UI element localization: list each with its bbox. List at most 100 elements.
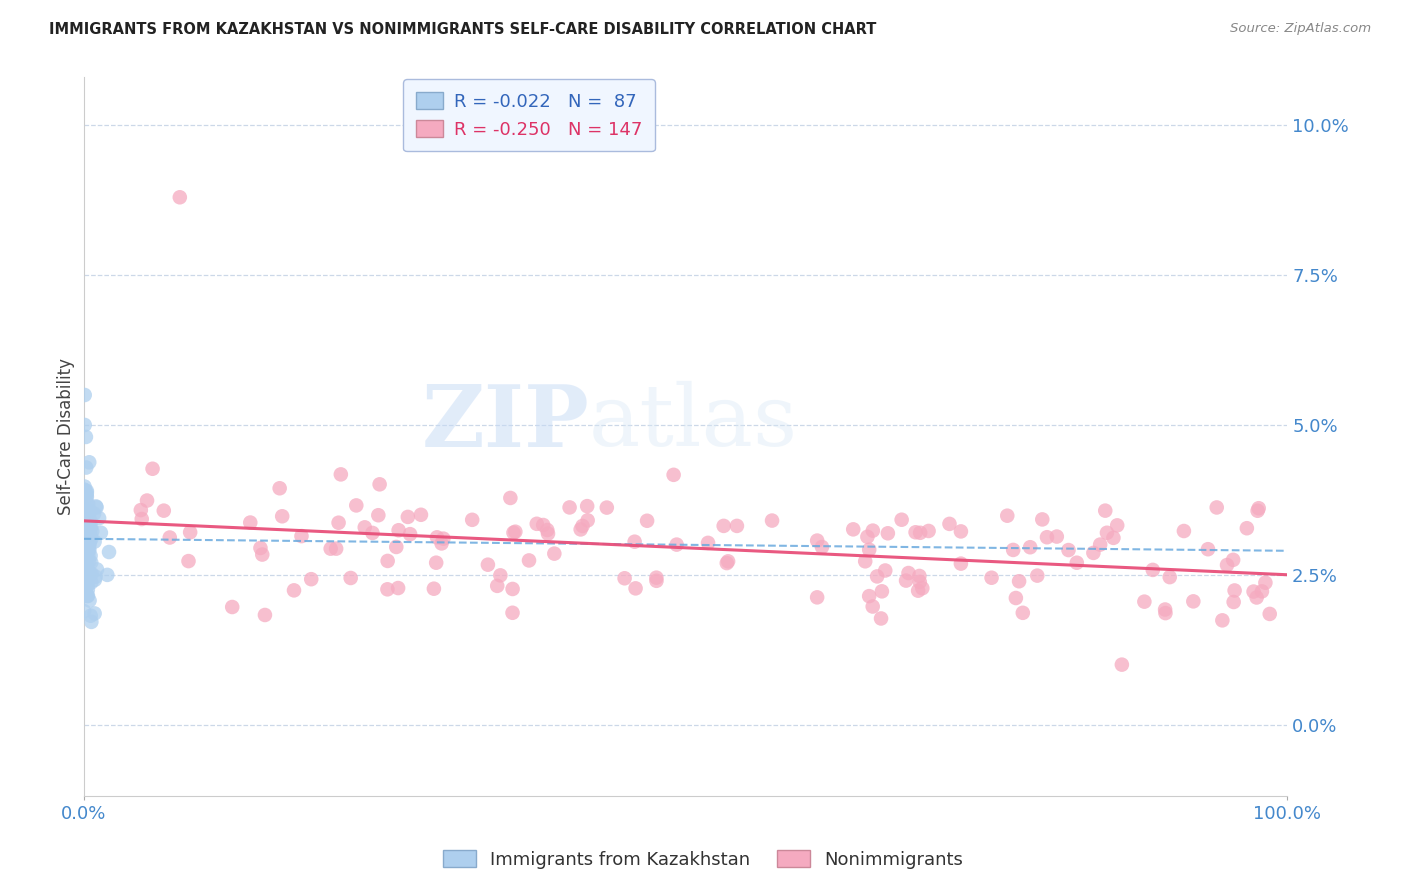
Point [75, 430, 97, 444]
Point [1008, 574, 1031, 589]
Point [73, 562, 96, 576]
Point [662, 467, 685, 482]
Point [77, 589, 100, 603]
Point [624, 582, 647, 596]
Point [1031, 512, 1053, 526]
Point [1111, 657, 1133, 672]
Point [517, 553, 540, 567]
Point [239, 516, 262, 530]
Point [1011, 606, 1033, 620]
Point [76, 589, 98, 603]
Y-axis label: Self-Care Disability: Self-Care Disability [58, 359, 75, 516]
Point [76, 589, 98, 603]
Point [842, 522, 865, 536]
Point [73, 417, 96, 432]
Point [249, 541, 271, 555]
Point [179, 525, 201, 540]
Point [1133, 594, 1156, 608]
Point [399, 527, 422, 541]
Point [576, 513, 599, 527]
Point [73, 479, 96, 493]
Point [76, 558, 98, 572]
Point [531, 518, 554, 533]
Point [76, 490, 98, 504]
Point [77, 542, 100, 557]
Point [377, 554, 399, 568]
Point [499, 491, 522, 505]
Point [79, 593, 101, 607]
Point [645, 571, 668, 585]
Point [858, 589, 880, 603]
Point [76, 572, 98, 586]
Point [98, 545, 121, 559]
Point [1107, 518, 1129, 533]
Point [1154, 606, 1177, 620]
Point [252, 548, 274, 562]
Point [77, 535, 100, 549]
Point [907, 583, 929, 598]
Point [271, 509, 294, 524]
Point [79, 526, 101, 541]
Point [1159, 570, 1181, 584]
Point [361, 525, 384, 540]
Point [80, 575, 103, 590]
Point [1088, 538, 1111, 552]
Point [1211, 613, 1233, 627]
Point [73, 504, 96, 518]
Point [396, 510, 419, 524]
Point [75, 546, 97, 560]
Point [75, 586, 97, 600]
Point [339, 571, 361, 585]
Point [1251, 584, 1274, 599]
Point [856, 530, 879, 544]
Point [86, 562, 108, 576]
Point [387, 581, 409, 595]
Point [75, 534, 97, 549]
Point [1246, 504, 1268, 518]
Point [388, 523, 411, 537]
Point [79, 534, 101, 549]
Point [1046, 530, 1069, 544]
Point [76, 523, 98, 537]
Point [1083, 546, 1105, 560]
Point [80, 556, 103, 570]
Point [917, 524, 939, 538]
Point [1247, 501, 1270, 516]
Point [1026, 568, 1049, 582]
Point [77, 548, 100, 562]
Point [177, 554, 200, 568]
Text: atlas: atlas [589, 381, 799, 464]
Point [713, 519, 735, 533]
Point [1036, 530, 1059, 544]
Point [76, 483, 98, 498]
Point [84, 500, 107, 514]
Point [1205, 500, 1227, 515]
Point [269, 481, 291, 495]
Point [409, 508, 432, 522]
Point [858, 542, 880, 557]
Point [761, 514, 783, 528]
Point [502, 525, 524, 540]
Point [77, 566, 100, 581]
Point [76, 486, 98, 500]
Point [79, 538, 101, 552]
Point [1246, 591, 1268, 605]
Point [571, 519, 593, 533]
Point [77, 542, 100, 557]
Point [79, 504, 101, 518]
Point [623, 534, 645, 549]
Point [938, 516, 960, 531]
Point [502, 582, 524, 596]
Point [461, 513, 484, 527]
Point [890, 513, 912, 527]
Text: ZIP: ZIP [422, 381, 589, 465]
Point [77, 497, 100, 511]
Point [87, 511, 110, 525]
Point [83, 607, 105, 621]
Point [576, 499, 599, 513]
Point [75, 542, 97, 557]
Point [129, 503, 152, 517]
Point [75, 546, 97, 560]
Point [980, 571, 1002, 585]
Point [811, 540, 834, 554]
